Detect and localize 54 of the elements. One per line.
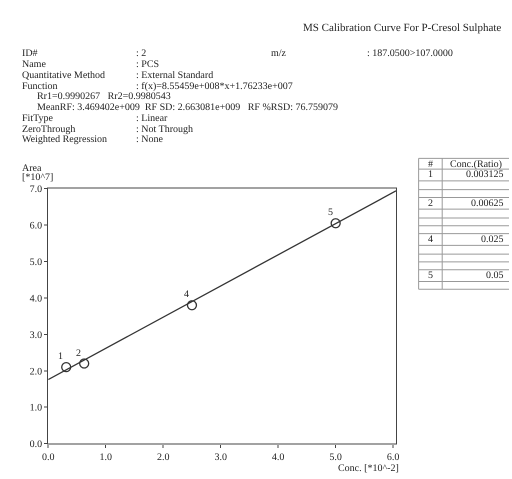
text: 0.025 xyxy=(481,234,504,245)
text: Quantitative Method xyxy=(22,70,106,81)
y-tick-label: 3.0 xyxy=(30,330,42,341)
y-tick-label: 7.0 xyxy=(30,184,42,196)
x-tick-label: 5.0 xyxy=(329,452,342,463)
point xyxy=(79,358,90,369)
annotation: 5 xyxy=(328,207,333,218)
y-axis-title: Area [*10^7] xyxy=(22,163,54,183)
text: : Not Through xyxy=(136,124,194,135)
annotation: 4 xyxy=(184,289,189,300)
text: : f(x)=8.55459e+008*x+1.76233e+007 xyxy=(136,81,293,92)
text: : PCS xyxy=(136,59,160,70)
y-tick-label: 1.0 xyxy=(30,402,42,414)
text: 5 xyxy=(428,270,433,281)
text: FitType xyxy=(22,113,54,124)
y-tick-label: 5.0 xyxy=(30,257,42,268)
point xyxy=(330,218,341,228)
point xyxy=(186,300,198,310)
text: : 2 xyxy=(136,48,146,59)
text: Rr1=0.9990267 Rr2=0.9980543 xyxy=(37,91,171,102)
text: 2 xyxy=(428,198,433,209)
text: MeanRF: 3.469402e+009 RF SD: 2.663081e+009 RF %RSD: 76.759079 xyxy=(37,102,338,113)
text: ID# xyxy=(22,48,38,59)
chart-title: MS Calibration Curve For P-Cresol Sulphate xyxy=(303,22,502,34)
text: 0.003125 xyxy=(466,169,504,180)
y-tick-label: 6.0 xyxy=(30,220,42,232)
text: : External Standard xyxy=(136,70,214,81)
text: 0.00625 xyxy=(471,198,504,209)
x-tick-label: 0.0 xyxy=(42,452,54,463)
x-tick-label: 6.0 xyxy=(386,452,400,463)
annotation: 2 xyxy=(76,348,81,359)
text: 4 xyxy=(428,234,433,245)
text: Conc.(Ratio) xyxy=(450,159,502,170)
text: 1 xyxy=(428,169,433,180)
text: Name xyxy=(22,59,46,70)
text: : 187.0500>107.0000 xyxy=(367,48,453,59)
y-tick-label: 4.0 xyxy=(30,293,42,304)
text: Weighted Regression xyxy=(22,134,108,145)
text: : Linear xyxy=(136,113,168,124)
point xyxy=(61,362,72,372)
y-tick-label: 2.0 xyxy=(30,366,42,378)
text: Function xyxy=(22,81,58,92)
x-tick-label: 3.0 xyxy=(214,452,227,463)
text: 0.05 xyxy=(486,270,504,281)
x-tick-label: 4.0 xyxy=(272,452,284,463)
x-tick-label: 2.0 xyxy=(156,452,170,463)
x-tick-label: 1.0 xyxy=(99,452,112,463)
annotation: 1 xyxy=(58,351,63,362)
text: m/z xyxy=(271,48,287,59)
y-tick-label: 0.0 xyxy=(30,439,42,450)
x-axis-title: Conc. [*10^-2] xyxy=(338,463,399,474)
text: # xyxy=(428,159,433,170)
text: : None xyxy=(136,134,164,145)
text: ZeroThrough xyxy=(22,124,76,135)
